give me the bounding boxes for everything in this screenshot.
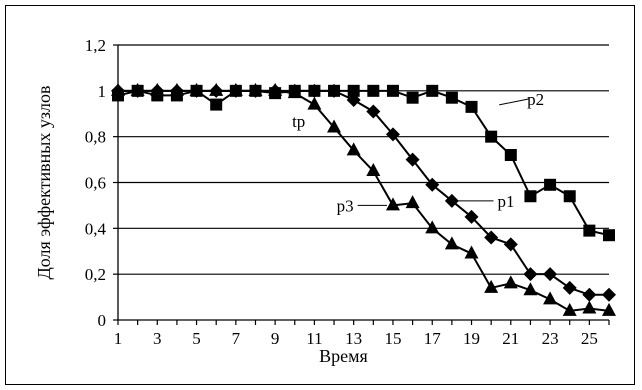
point-p3 bbox=[425, 220, 440, 234]
point-p3 bbox=[169, 82, 184, 96]
point-p3 bbox=[346, 142, 361, 156]
point-p3 bbox=[287, 85, 302, 99]
point-p3 bbox=[503, 275, 518, 289]
point-p1 bbox=[484, 230, 499, 245]
point-p2 bbox=[347, 84, 360, 97]
x-tick-label: 3 bbox=[153, 329, 162, 348]
point-p3 bbox=[484, 279, 499, 293]
annotation-label: p1 bbox=[498, 192, 515, 211]
y-tick-label: 0,2 bbox=[85, 265, 106, 284]
point-p3 bbox=[327, 119, 342, 133]
x-tick-label: 1 bbox=[114, 329, 123, 348]
point-p2 bbox=[485, 130, 498, 143]
point-p3 bbox=[111, 82, 125, 96]
point-p1 bbox=[543, 267, 558, 282]
y-tick-label: 0,8 bbox=[85, 128, 106, 147]
y-tick-label: 0 bbox=[98, 311, 107, 330]
point-p3 bbox=[268, 82, 283, 96]
point-p2 bbox=[445, 91, 458, 104]
point-p3 bbox=[602, 302, 616, 316]
y-tick-label: 0,4 bbox=[85, 219, 107, 238]
point-p3 bbox=[582, 300, 597, 314]
x-tick-label: 23 bbox=[542, 329, 559, 348]
point-p3 bbox=[150, 82, 165, 96]
point-p3 bbox=[385, 197, 400, 211]
point-p1 bbox=[385, 127, 400, 142]
point-p1 bbox=[582, 287, 597, 302]
point-p2 bbox=[426, 84, 439, 97]
x-tick-label: 17 bbox=[424, 329, 442, 348]
annotation-leader bbox=[499, 98, 530, 106]
point-p3 bbox=[130, 82, 145, 96]
point-p2 bbox=[308, 84, 321, 97]
x-tick-label: 7 bbox=[232, 329, 241, 348]
x-tick-label: 13 bbox=[345, 329, 362, 348]
point-p2 bbox=[583, 224, 596, 237]
x-tick-label: 9 bbox=[271, 329, 280, 348]
point-p1 bbox=[464, 209, 479, 224]
point-p2 bbox=[524, 190, 537, 203]
point-p1 bbox=[503, 237, 518, 252]
point-p1 bbox=[602, 287, 616, 302]
annotation-label: tp bbox=[292, 112, 305, 131]
point-p3 bbox=[464, 245, 479, 259]
point-p2 bbox=[406, 91, 419, 104]
point-p2 bbox=[210, 98, 223, 111]
point-p3 bbox=[562, 302, 577, 316]
x-tick-label: 11 bbox=[306, 329, 322, 348]
y-tick-label: 1 bbox=[98, 82, 107, 101]
x-tick-label: 21 bbox=[502, 329, 519, 348]
annotation-label: p2 bbox=[527, 90, 544, 109]
y-tick-label: 0,6 bbox=[85, 174, 106, 193]
point-p3 bbox=[366, 163, 381, 177]
annotation-label: p3 bbox=[337, 196, 354, 215]
y-axis-title: Доля эффективных узлов bbox=[34, 86, 54, 280]
point-p2 bbox=[603, 229, 615, 242]
point-p1 bbox=[523, 267, 538, 282]
point-p3 bbox=[543, 291, 558, 305]
x-tick-label: 5 bbox=[192, 329, 201, 348]
point-p1 bbox=[366, 104, 381, 119]
point-p1 bbox=[444, 193, 459, 208]
point-p3 bbox=[307, 96, 322, 110]
series-line-p2 bbox=[117, 89, 610, 237]
point-p2 bbox=[328, 84, 341, 97]
x-tick-label: 19 bbox=[463, 329, 480, 348]
point-p3 bbox=[209, 82, 224, 96]
point-p3 bbox=[189, 82, 204, 96]
point-p3 bbox=[405, 195, 420, 209]
point-p1 bbox=[425, 177, 440, 192]
point-p3 bbox=[523, 282, 538, 296]
point-p1 bbox=[562, 280, 577, 295]
point-p1 bbox=[405, 152, 420, 167]
point-p2 bbox=[465, 100, 478, 113]
y-tick-label: 1,2 bbox=[85, 36, 106, 55]
point-p2 bbox=[386, 84, 399, 97]
point-p2 bbox=[367, 84, 380, 97]
point-p3 bbox=[228, 82, 243, 96]
point-p2 bbox=[563, 190, 576, 203]
x-tick-label: 15 bbox=[384, 329, 401, 348]
point-p2 bbox=[544, 178, 557, 191]
point-p3 bbox=[444, 236, 459, 250]
point-p2 bbox=[504, 149, 517, 161]
point-p3 bbox=[248, 82, 263, 96]
x-axis-title: Время bbox=[319, 346, 368, 366]
x-tick-label: 25 bbox=[581, 329, 598, 348]
